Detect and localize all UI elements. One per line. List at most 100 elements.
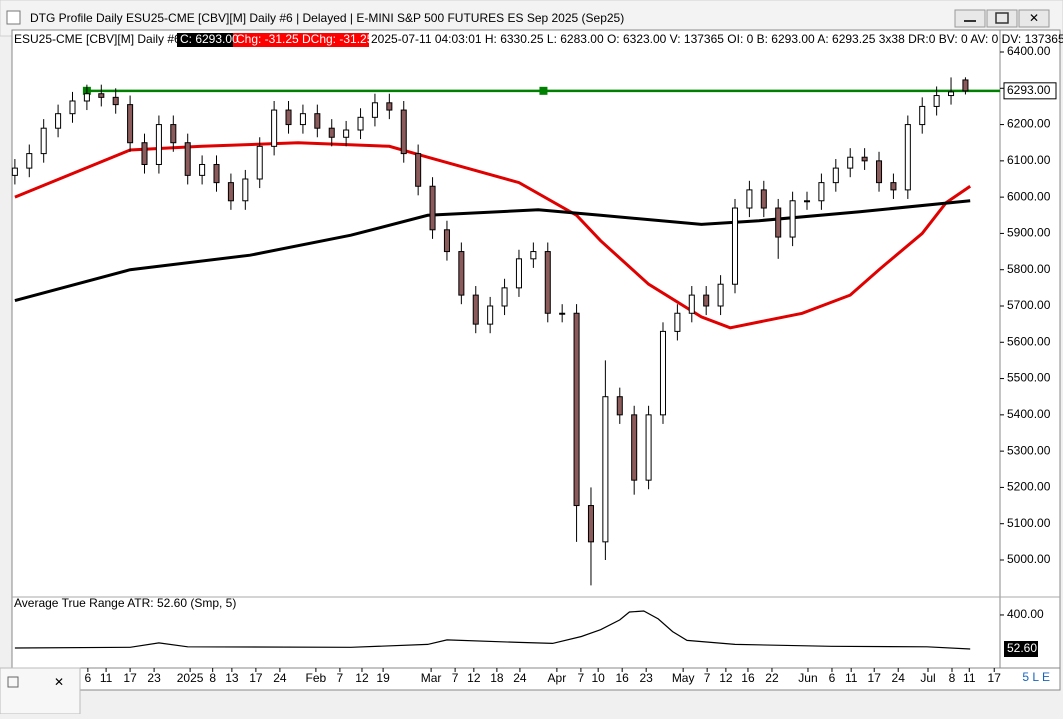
- candle-body: [472, 294, 479, 325]
- candle-body: [602, 396, 609, 543]
- candle-body: [112, 96, 119, 106]
- x-tick-label: 8: [209, 671, 216, 685]
- details-text: 2025-07-11 04:03:01 H: 6330.25 L: 6283.0…: [371, 32, 1063, 46]
- x-tick-label: 24: [273, 671, 287, 685]
- x-tick-label: Feb: [306, 671, 327, 685]
- candle-body: [69, 100, 76, 115]
- candle-body: [890, 182, 897, 191]
- y-tick-label: 5900.00: [1007, 226, 1051, 240]
- candle-body: [55, 113, 62, 129]
- close-button[interactable]: [1018, 9, 1050, 28]
- x-tick-label: 22: [765, 671, 779, 685]
- symbol-text: ESU25-CME [CBV][M] Daily #6: [14, 32, 181, 46]
- y-tick-label: 5200.00: [1007, 480, 1051, 494]
- x-tick-label: 8: [949, 671, 956, 685]
- candle-body: [256, 145, 263, 180]
- x-tick-label: 10: [591, 671, 605, 685]
- candle-body: [98, 93, 105, 98]
- daily-change-box: [299, 33, 369, 47]
- candle-body: [443, 229, 450, 253]
- minimize-button[interactable]: [954, 9, 986, 28]
- candle-body: [645, 414, 652, 481]
- candle-body: [11, 167, 18, 176]
- x-tick-label: 23: [147, 671, 161, 685]
- y-tick-label: 6400.00: [1007, 44, 1051, 58]
- candle-body: [832, 167, 839, 184]
- x-tick-label: 13: [225, 671, 239, 685]
- x-tick-label: May: [672, 671, 695, 685]
- minimized-window: [0, 667, 81, 715]
- close-icon: ✕: [1029, 11, 1039, 25]
- candle-body: [789, 200, 796, 238]
- candle-body: [659, 330, 667, 416]
- close-icon[interactable]: ✕: [54, 675, 64, 689]
- atr-title: Average True Range ATR: 52.60 (Smp, 5): [14, 596, 236, 610]
- y-tick-label: 6100.00: [1007, 153, 1051, 167]
- restore-icon[interactable]: [7, 676, 19, 688]
- y-tick-label: 5600.00: [1007, 334, 1051, 348]
- change-text: Chg: -31.25: [236, 32, 299, 46]
- x-tick-label: 23: [640, 671, 654, 685]
- y-tick-label: 6200.00: [1007, 117, 1051, 131]
- candle-body: [818, 182, 825, 202]
- candle-body: [487, 305, 494, 325]
- candle-body: [199, 163, 206, 176]
- candle-body: [933, 95, 940, 107]
- atr-line: [14, 610, 971, 650]
- candle-body: [703, 294, 710, 307]
- candle-body: [271, 109, 278, 147]
- candle-body: [717, 283, 724, 307]
- line-handle: [539, 86, 548, 95]
- x-tick-label: Apr: [548, 671, 567, 685]
- x-tick-label: 17: [123, 671, 137, 685]
- x-tick-label: 16: [741, 671, 755, 685]
- candle-body: [760, 189, 767, 209]
- candle-body: [919, 105, 926, 126]
- candle-body: [415, 153, 422, 187]
- y-tick-label: 6000.00: [1007, 189, 1051, 203]
- candle-body: [314, 113, 321, 129]
- x-tick-label: Jun: [798, 671, 817, 685]
- x-tick-label: 11: [845, 671, 858, 685]
- candle-body: [386, 102, 393, 111]
- moving-average: [14, 141, 972, 330]
- candle-body: [861, 156, 868, 162]
- atr-value-box: [1004, 641, 1038, 658]
- x-tick-label: 11: [963, 671, 976, 685]
- candle-body: [530, 251, 537, 260]
- x-tick-label: 7: [452, 671, 459, 685]
- x-tick-label: 7: [578, 671, 585, 685]
- x-tick-label: 7: [704, 671, 711, 685]
- x-tick-label: 24: [892, 671, 906, 685]
- candle-body: [299, 113, 306, 126]
- x-tick-label: 6: [85, 671, 92, 685]
- x-tick-label: 24: [513, 671, 527, 685]
- candle-body: [501, 287, 508, 307]
- candle-body: [227, 182, 234, 202]
- candle-body: [674, 312, 681, 332]
- y-tick-label: 5000.00: [1007, 552, 1051, 566]
- x-tick-label: 12: [355, 671, 369, 685]
- candle-body: [127, 104, 134, 144]
- candle-body: [242, 178, 249, 202]
- candle-body: [731, 207, 739, 285]
- candle-body: [357, 116, 364, 131]
- candle-body: [429, 185, 436, 231]
- plot-area: [11, 29, 1001, 669]
- candle-body: [904, 124, 911, 191]
- candle-body: [688, 294, 695, 314]
- maximize-button[interactable]: [986, 9, 1018, 28]
- candle-body: [948, 91, 955, 97]
- y-tick-label: 5300.00: [1007, 443, 1051, 457]
- x-tick-label: 7: [337, 671, 344, 685]
- candle-body: [213, 163, 220, 184]
- y-tick-label: 5700.00: [1007, 298, 1051, 312]
- candle-body: [616, 396, 623, 416]
- candle-body: [746, 189, 753, 209]
- x-tick-label: 11: [100, 671, 113, 685]
- x-tick-label: Mar: [421, 671, 442, 685]
- candle-body: [962, 79, 969, 92]
- candle-body: [544, 251, 551, 314]
- price-label: 6293.00: [1007, 83, 1051, 97]
